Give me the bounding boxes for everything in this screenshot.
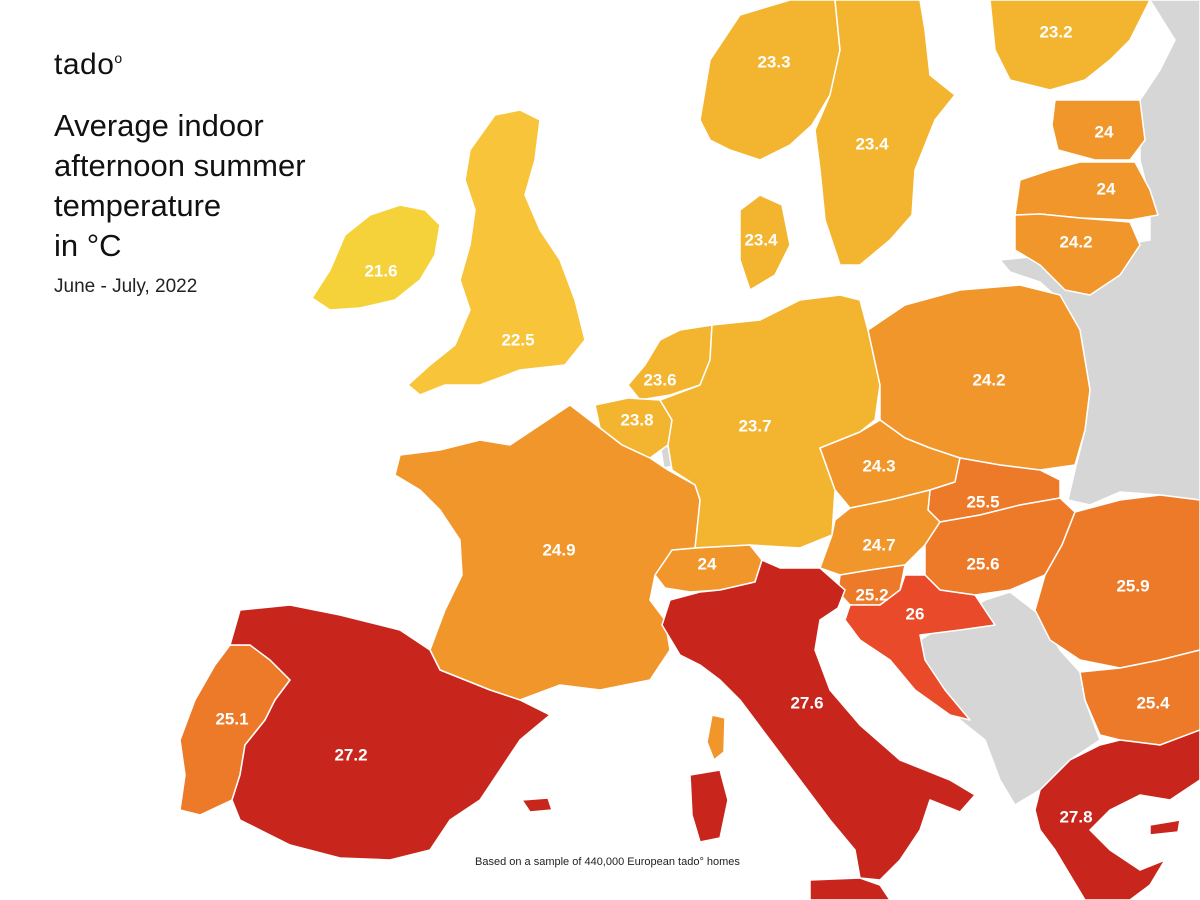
- label-uk: 22.5: [501, 330, 534, 349]
- logo-ring-mark: o: [114, 50, 123, 66]
- label-spain: 27.2: [334, 745, 367, 764]
- label-hungary: 25.6: [966, 554, 999, 573]
- label-denmark: 23.4: [744, 230, 778, 249]
- date-range-subtitle: June - July, 2022: [54, 276, 198, 297]
- corsica-shape: [706, 714, 726, 761]
- title-line: in °C: [54, 228, 122, 263]
- label-austria: 24.7: [862, 535, 895, 554]
- tado-logo: tadoo: [54, 48, 123, 81]
- latvia-shape: [1014, 161, 1159, 221]
- label-portugal: 25.1: [215, 709, 248, 728]
- label-italy: 27.6: [790, 693, 823, 712]
- label-finland: 23.2: [1039, 22, 1072, 41]
- label-belgium: 23.8: [620, 410, 653, 429]
- label-bulgaria: 25.4: [1136, 693, 1170, 712]
- germany-shape: [659, 294, 881, 549]
- label-greece: 27.8: [1059, 807, 1092, 826]
- label-estonia: 24: [1095, 122, 1114, 141]
- label-switzerland: 24: [698, 554, 717, 573]
- crete-shape: [1149, 819, 1181, 836]
- label-czechia: 24.3: [862, 456, 895, 475]
- label-lithuania: 24.2: [1059, 232, 1092, 251]
- title-line: Average indoor: [54, 108, 264, 143]
- label-norway: 23.3: [757, 52, 790, 71]
- croatia-shape: [844, 574, 996, 721]
- estonia-shape: [1051, 99, 1146, 161]
- label-germany: 23.7: [738, 416, 771, 435]
- spain-shape: [229, 604, 551, 861]
- lithuania-shape: [1014, 213, 1141, 296]
- ireland-shape: [311, 204, 441, 311]
- france-shape: [394, 404, 701, 701]
- sicily-shape: [809, 877, 891, 900]
- label-romania: 25.9: [1116, 576, 1149, 595]
- title-line: afternoon summer: [54, 148, 306, 183]
- label-ireland: 21.6: [364, 261, 397, 280]
- sample-footnote: Based on a sample of 440,000 European ta…: [475, 856, 740, 868]
- value-labels: 21.6 22.5 23.3 23.4 23.2 23.4 24 24 24.2…: [215, 22, 1170, 826]
- finland-shape: [989, 0, 1151, 91]
- label-poland: 24.2: [972, 370, 1005, 389]
- label-france: 24.9: [542, 540, 575, 559]
- mallorca-shape: [521, 797, 553, 813]
- countries: [179, 0, 1200, 900]
- italy-shape: [661, 559, 976, 881]
- title-line: temperature: [54, 188, 222, 223]
- denmark-shape: [739, 194, 791, 291]
- sweden-shape: [814, 0, 956, 266]
- label-netherlands: 23.6: [643, 370, 676, 389]
- uk-shape: [407, 109, 586, 396]
- label-slovakia: 25.5: [966, 492, 999, 511]
- austria-shape: [819, 489, 941, 576]
- label-slovenia: 25.2: [855, 585, 888, 604]
- greece-shape: [1034, 729, 1200, 900]
- sardinia-shape: [689, 769, 729, 843]
- label-sweden: 23.4: [855, 134, 889, 153]
- label-croatia: 26: [906, 604, 925, 623]
- label-latvia: 24: [1097, 179, 1116, 198]
- page-title: Average indoor afternoon summer temperat…: [54, 106, 374, 266]
